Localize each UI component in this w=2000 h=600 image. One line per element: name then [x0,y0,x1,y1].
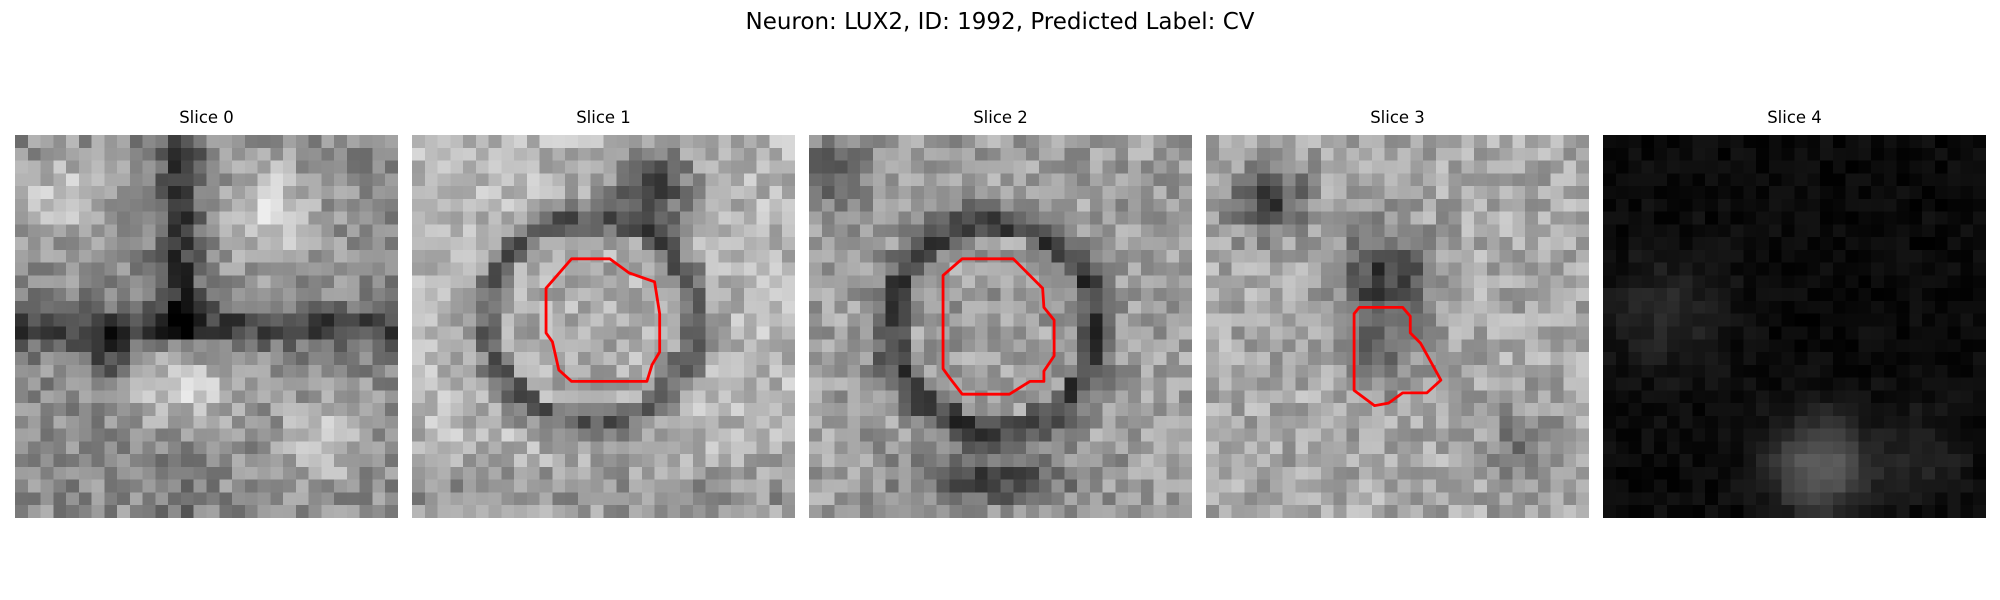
slice-title: Slice 1 [576,108,631,127]
slice-image [15,135,398,518]
slice-title: Slice 3 [1370,108,1425,127]
slice-image [1206,135,1589,518]
slice-title: Slice 2 [973,108,1028,127]
slice-title: Slice 0 [179,108,234,127]
slice-image [809,135,1192,518]
cell-contour-outline [1352,305,1443,408]
cell-contour-outline [941,257,1056,396]
slice-title: Slice 4 [1767,108,1822,127]
figure-title: Neuron: LUX2, ID: 1992, Predicted Label:… [745,9,1255,35]
cell-contour-outline [544,257,662,383]
slice-image [1603,135,1986,518]
slice-image [412,135,795,518]
